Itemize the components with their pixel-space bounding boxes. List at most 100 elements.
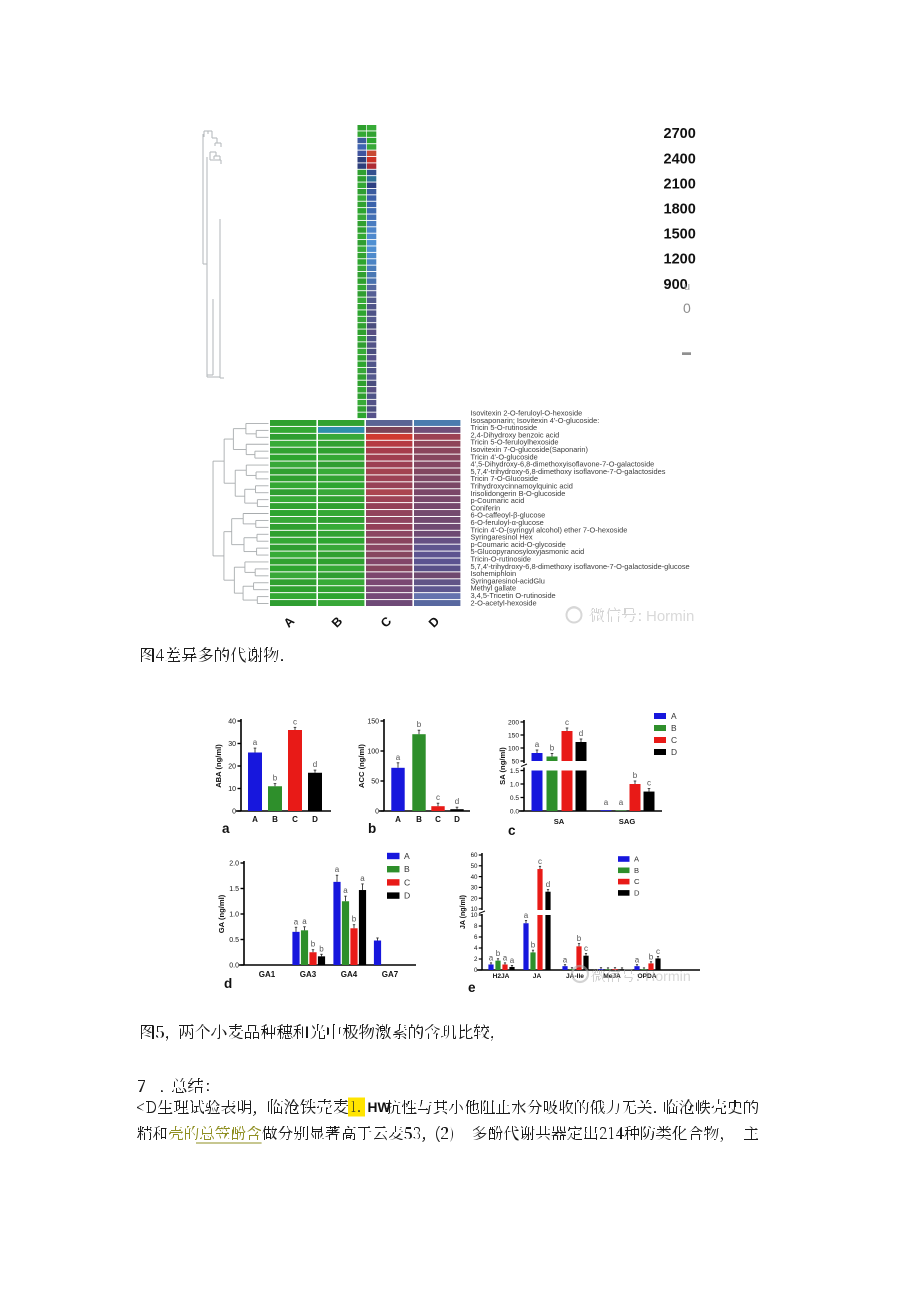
svg-text:GA3: GA3 — [300, 970, 317, 979]
svg-text:C: C — [435, 815, 441, 824]
svg-text:HW: HW — [368, 1100, 392, 1115]
svg-text:d: d — [579, 729, 583, 738]
svg-text:1.0: 1.0 — [510, 781, 519, 788]
svg-text:8: 8 — [474, 923, 478, 930]
svg-text:c: c — [565, 718, 569, 727]
svg-text:p-Coumaric acid-O-glycoside: p-Coumaric acid-O-glycoside — [471, 540, 566, 549]
svg-text:1.0: 1.0 — [229, 912, 239, 919]
svg-text:b: b — [273, 774, 278, 783]
svg-text:a: a — [294, 917, 299, 926]
svg-text:A: A — [281, 614, 297, 630]
svg-text:b: b — [352, 915, 357, 924]
svg-text:a: a — [619, 798, 624, 807]
svg-text:40: 40 — [228, 719, 236, 726]
svg-text:0: 0 — [375, 809, 379, 816]
svg-text:900: 900 — [664, 277, 688, 293]
svg-text:A: A — [395, 815, 401, 824]
svg-text:2,4-Dihydroxy benzoic acid: 2,4-Dihydroxy benzoic acid — [471, 430, 560, 439]
svg-text:JA: JA — [533, 973, 542, 980]
svg-text:d: d — [313, 760, 317, 769]
svg-text:1.5: 1.5 — [510, 768, 519, 775]
svg-text:1200: 1200 — [664, 252, 696, 268]
svg-text:Irisolidongerin B-O-glucoside: Irisolidongerin B-O-glucoside — [471, 489, 566, 498]
svg-text:B: B — [329, 614, 345, 630]
svg-text:10: 10 — [471, 912, 478, 919]
svg-text:10: 10 — [228, 786, 236, 793]
svg-text:100: 100 — [367, 749, 379, 756]
svg-text:20: 20 — [228, 764, 236, 771]
svg-text:a: a — [563, 955, 568, 964]
svg-text:GA (ng/ml): GA (ng/ml) — [217, 894, 226, 933]
svg-text:a: a — [335, 865, 340, 874]
svg-text:0.0: 0.0 — [510, 808, 519, 815]
svg-text:A: A — [404, 851, 410, 861]
svg-text:D: D — [634, 889, 640, 898]
svg-text:JA (ng/ml): JA (ng/ml) — [460, 895, 467, 929]
svg-text:6: 6 — [474, 934, 478, 941]
svg-text:u: u — [684, 281, 690, 293]
svg-text:C: C — [292, 815, 298, 824]
svg-text:B: B — [671, 723, 677, 733]
svg-text:p-Coumaric acid: p-Coumaric acid — [471, 496, 525, 505]
svg-text:D: D — [312, 815, 318, 824]
svg-text:a: a — [510, 956, 515, 965]
svg-text:GA7: GA7 — [382, 970, 399, 979]
svg-text:SA: SA — [554, 817, 565, 826]
svg-text:d: d — [455, 797, 459, 806]
svg-text:a: a — [524, 911, 529, 920]
svg-text:B: B — [634, 866, 639, 875]
svg-text:0: 0 — [232, 809, 236, 816]
svg-text:a: a — [302, 917, 307, 926]
svg-text:4: 4 — [474, 945, 478, 952]
svg-text:OPDA: OPDA — [637, 973, 656, 980]
svg-text:D: D — [671, 747, 677, 757]
svg-text:1500: 1500 — [664, 227, 696, 243]
svg-text:6-O-caffeoyl-β-glucose: 6-O-caffeoyl-β-glucose — [471, 511, 546, 520]
svg-text:e: e — [468, 980, 476, 995]
svg-text:2: 2 — [474, 956, 478, 963]
svg-text:Trihydroxycinnamoylquinic acid: Trihydroxycinnamoylquinic acid — [471, 482, 573, 491]
svg-text:A: A — [252, 815, 258, 824]
svg-text:b: b — [319, 944, 324, 953]
svg-text:50: 50 — [471, 863, 478, 870]
svg-text:a: a — [604, 798, 609, 807]
svg-text:2100: 2100 — [664, 176, 696, 192]
svg-text:2700: 2700 — [664, 126, 696, 142]
svg-text:▬: ▬ — [682, 347, 691, 357]
svg-text:H2JA: H2JA — [493, 973, 510, 980]
svg-text:d: d — [224, 976, 232, 991]
svg-text:2-O-acetyl-hexoside: 2-O-acetyl-hexoside — [471, 598, 537, 607]
svg-text:Isohemiphloin: Isohemiphloin — [471, 569, 517, 578]
svg-text:200: 200 — [508, 719, 519, 726]
svg-text:a: a — [360, 874, 365, 883]
svg-text:a: a — [503, 953, 508, 962]
svg-text:50: 50 — [371, 779, 379, 786]
svg-text:5,7,4'-trihydroxy-6,8-dimethox: 5,7,4'-trihydroxy-6,8-dimethoxy isoflavo… — [471, 562, 690, 571]
svg-text:b: b — [649, 952, 654, 961]
svg-text:3,4,5-Tricetin O-rutinoside: 3,4,5-Tricetin O-rutinoside — [471, 591, 556, 600]
svg-text:Tricin 5-O-feruloylhexoside: Tricin 5-O-feruloylhexoside — [471, 438, 559, 447]
svg-text:0.0: 0.0 — [229, 963, 239, 970]
svg-text:a: a — [253, 738, 258, 747]
svg-text:1800: 1800 — [664, 202, 696, 218]
svg-text:a: a — [396, 753, 401, 762]
svg-text:Isosaponarin; Isovitexin 4'-O-: Isosaponarin; Isovitexin 4'-O-glucoside: — [471, 416, 600, 425]
svg-text:a: a — [635, 955, 640, 964]
svg-text:b: b — [633, 771, 638, 780]
svg-text:b: b — [311, 940, 316, 949]
svg-text:C: C — [404, 877, 410, 887]
svg-text:100: 100 — [508, 745, 519, 752]
svg-text:4',5-Dihydroxy-6,8-dimethoxyis: 4',5-Dihydroxy-6,8-dimethoxyisoflavone-7… — [471, 460, 655, 469]
svg-text:c: c — [538, 857, 542, 866]
svg-text:b: b — [531, 941, 536, 950]
svg-text:a: a — [535, 740, 540, 749]
svg-text:150: 150 — [508, 732, 519, 739]
svg-text:10: 10 — [471, 906, 478, 913]
svg-text:6-O-feruloyl-α-glucose: 6-O-feruloyl-α-glucose — [471, 518, 544, 527]
svg-text:Methyl gallate: Methyl gallate — [471, 584, 517, 593]
svg-text:A: A — [671, 711, 677, 721]
svg-text:Syringaresinol Hex: Syringaresinol Hex — [471, 533, 533, 542]
svg-text:Coniferin: Coniferin — [471, 503, 501, 512]
svg-text:a: a — [222, 821, 230, 836]
svg-text:a: a — [489, 953, 494, 962]
